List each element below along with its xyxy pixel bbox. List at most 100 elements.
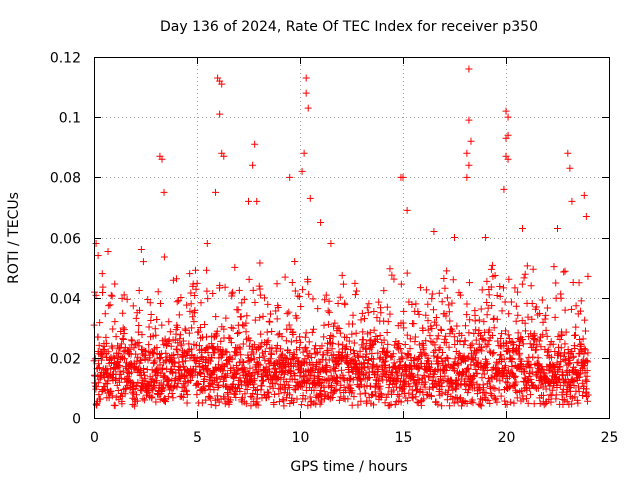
data-point (136, 306, 144, 314)
data-point (282, 378, 290, 386)
data-point (207, 394, 215, 402)
data-point (304, 278, 312, 286)
data-point (505, 335, 513, 343)
data-point (285, 384, 293, 392)
data-point (329, 339, 337, 347)
data-point (204, 295, 212, 303)
data-point (553, 359, 561, 367)
data-point (515, 341, 523, 349)
data-point (336, 293, 344, 301)
data-point (226, 396, 234, 404)
data-point (359, 336, 367, 344)
data-point (304, 402, 312, 410)
data-point (451, 355, 459, 363)
x-tick-label: 10 (292, 430, 310, 446)
data-point (483, 298, 491, 306)
data-point (222, 314, 230, 322)
data-point (571, 331, 579, 339)
data-point (478, 347, 486, 355)
data-point (396, 344, 404, 352)
data-point (463, 300, 471, 308)
data-point (342, 343, 350, 351)
data-point (505, 310, 513, 318)
data-point (222, 374, 230, 382)
data-point (502, 362, 510, 370)
data-point (437, 327, 445, 335)
data-point (502, 107, 510, 115)
data-point (576, 335, 584, 343)
data-point (111, 280, 119, 288)
data-point (328, 383, 336, 391)
data-point (186, 270, 194, 278)
data-point (114, 386, 122, 394)
data-point (210, 345, 218, 353)
data-point (504, 331, 512, 339)
data-point (212, 313, 220, 321)
data-point (257, 330, 265, 338)
data-point (179, 393, 187, 401)
data-point (442, 332, 450, 340)
data-point (347, 346, 355, 354)
data-point (560, 356, 568, 364)
data-point (490, 324, 498, 332)
data-point (101, 310, 109, 318)
data-point (362, 339, 370, 347)
data-point (461, 322, 469, 330)
data-point (257, 343, 265, 351)
data-point (483, 366, 491, 374)
data-point (160, 188, 168, 196)
data-point (380, 336, 388, 344)
data-point (497, 335, 505, 342)
data-point (235, 343, 243, 351)
data-point (133, 397, 141, 405)
data-point (213, 327, 221, 335)
data-point (192, 362, 200, 370)
data-point (582, 212, 590, 220)
data-point (403, 269, 411, 277)
data-point (95, 391, 103, 399)
data-point (551, 348, 559, 356)
data-point (450, 333, 458, 341)
data-point (527, 282, 535, 290)
data-point (232, 348, 240, 356)
data-point (518, 224, 526, 232)
data-point (310, 386, 318, 394)
data-point (575, 388, 583, 396)
data-point (465, 65, 473, 73)
data-point (523, 357, 531, 365)
data-point (489, 350, 497, 358)
data-point (403, 331, 411, 339)
data-point (395, 364, 403, 372)
data-point (584, 349, 592, 357)
data-point (181, 325, 189, 333)
data-point (584, 397, 592, 405)
data-point (501, 298, 509, 306)
data-point (488, 331, 496, 339)
data-point (414, 308, 422, 316)
data-point (152, 377, 160, 385)
data-point (303, 376, 311, 384)
data-point (141, 355, 149, 363)
data-point (295, 293, 303, 301)
data-point (210, 386, 218, 394)
data-point (539, 391, 547, 399)
data-point (294, 292, 302, 300)
data-point (463, 173, 471, 181)
data-point (446, 402, 454, 410)
data-point (129, 400, 137, 408)
data-point (448, 379, 456, 387)
data-point (154, 288, 162, 296)
data-point (532, 303, 540, 311)
data-point (484, 304, 492, 312)
data-point (431, 368, 439, 376)
data-point (231, 370, 239, 378)
data-point (419, 388, 427, 396)
data-point (524, 313, 532, 321)
data-point (237, 351, 245, 359)
data-point (256, 291, 264, 299)
data-point (320, 388, 328, 396)
data-point (341, 301, 349, 309)
data-point (304, 104, 312, 112)
data-point (515, 349, 523, 357)
data-point (468, 355, 476, 363)
